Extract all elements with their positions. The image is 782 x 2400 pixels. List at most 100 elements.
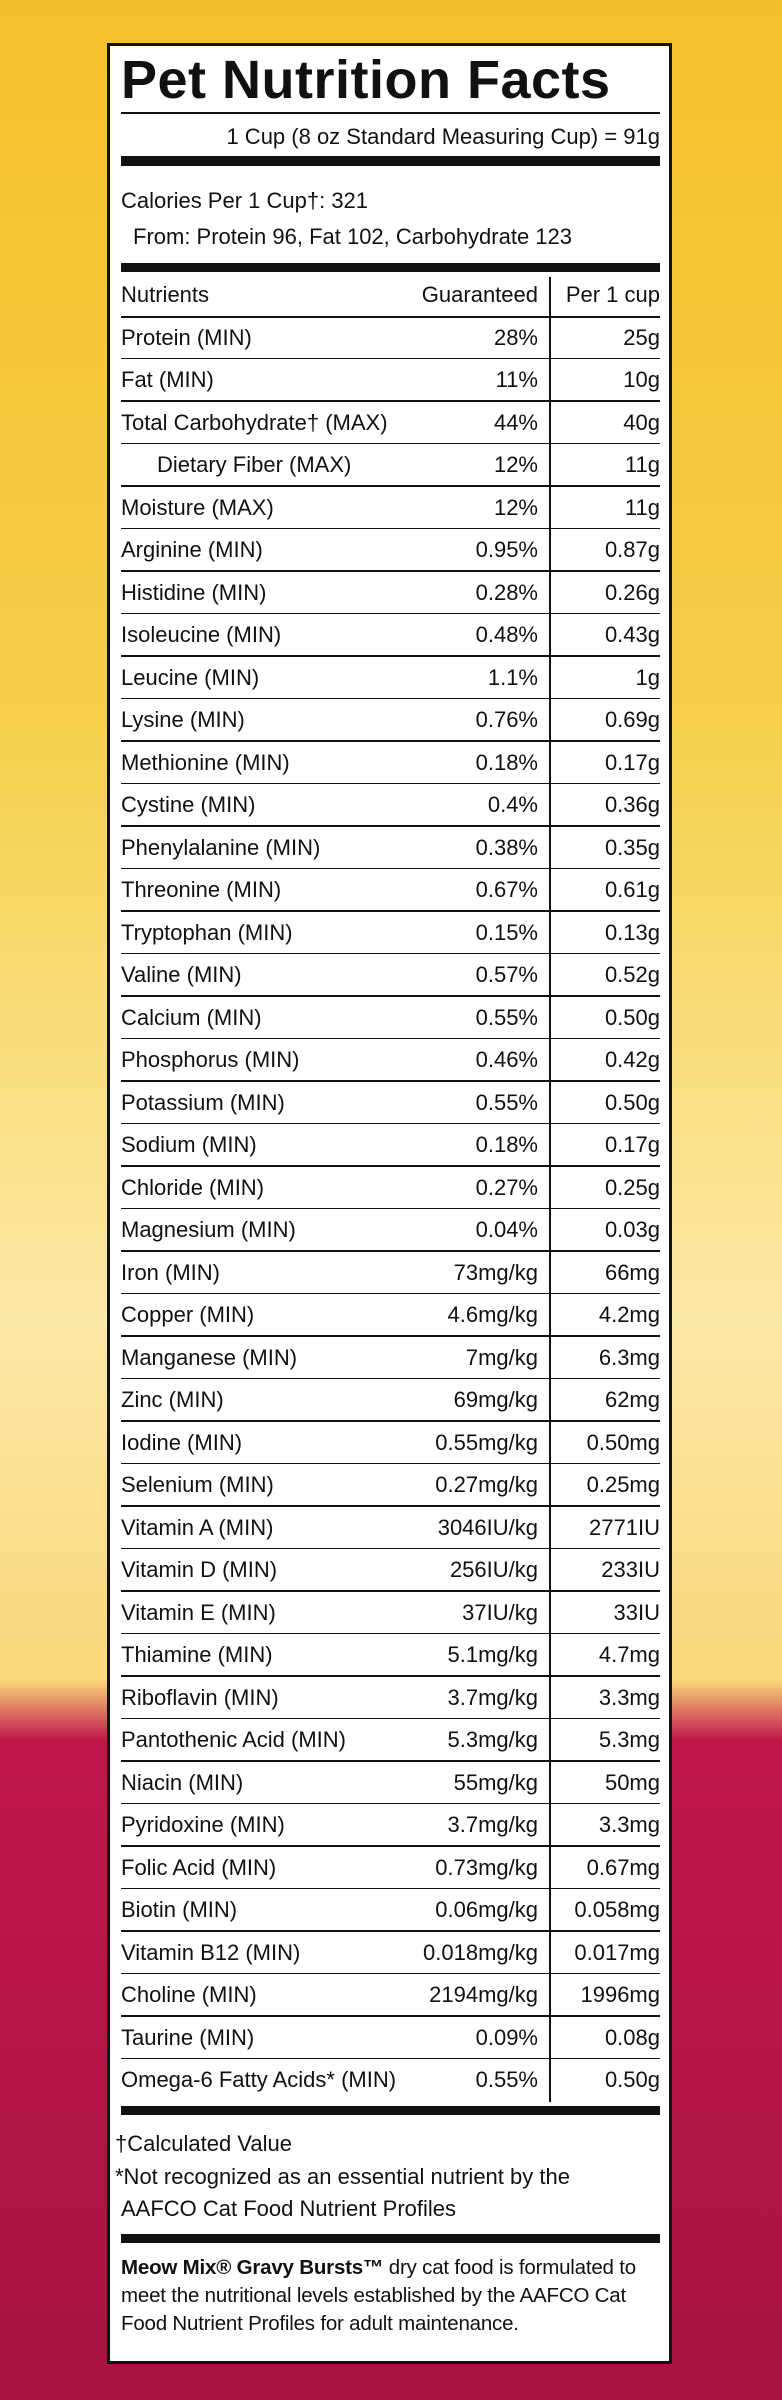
per-cup-value: 3.3mg [598, 1812, 660, 1837]
guaranteed-value: 0.27mg/kg [435, 1472, 538, 1497]
rule [121, 1717, 660, 1719]
rule [121, 156, 660, 166]
nutrient-name: Selenium (MIN) [121, 1472, 274, 1497]
guaranteed-value: 0.18% [475, 749, 538, 775]
footnote: AAFCO Cat Food Nutrient Profiles [121, 2196, 457, 2221]
rule [121, 2234, 660, 2243]
guaranteed-value: 0.27% [475, 1174, 538, 1200]
nutrient-name: Tryptophan (MIN) [121, 919, 293, 945]
rule [121, 1292, 660, 1294]
per-cup-value: 11g [624, 494, 660, 520]
guaranteed-value: 28% [493, 324, 538, 350]
guaranteed-value: 4.6mg/kg [447, 1302, 539, 1327]
nutrient-name: Copper (MIN) [121, 1302, 255, 1327]
per-cup-value: 1g [635, 664, 660, 690]
guaranteed-value: 0.04% [475, 1217, 538, 1242]
per-cup-value: 233IU [601, 1557, 660, 1582]
nutrient-name: Sodium (MIN) [121, 1132, 257, 1157]
nutrient-name: Cystine (MIN) [121, 792, 256, 817]
rule [121, 263, 660, 272]
rule [121, 825, 660, 827]
per-cup-value: 0.13g [604, 919, 660, 945]
nutrition-label [107, 43, 672, 2364]
guaranteed-value: 0.55% [475, 1089, 538, 1115]
guaranteed-value: 12% [493, 452, 538, 477]
guaranteed-value: 0.67% [475, 877, 538, 902]
rule [121, 1802, 660, 1804]
guaranteed-value: 73mg/kg [453, 1259, 538, 1285]
rule [121, 1760, 660, 1762]
guaranteed-value: 44% [493, 409, 538, 435]
guaranteed-value: 3.7mg/kg [447, 1684, 539, 1710]
rule [121, 357, 660, 359]
per-cup-value: 0.50g [604, 1089, 660, 1115]
nutrient-name: Lysine (MIN) [121, 707, 245, 732]
nutrient-name: Isoleucine (MIN) [121, 622, 282, 647]
per-cup-value: 0.61g [604, 877, 660, 902]
nutrient-name: Leucine (MIN) [121, 664, 260, 690]
per-cup-value: 0.03g [604, 1217, 660, 1242]
per-cup-value: 0.69g [604, 707, 660, 732]
per-cup-value: 25g [623, 324, 660, 350]
nutrient-name: Magnesium (MIN) [121, 1217, 296, 1242]
rule [121, 1420, 660, 1422]
rule [121, 1845, 660, 1847]
guaranteed-value: 3.7mg/kg [447, 1812, 539, 1837]
nutrient-name: Vitamin D (MIN) [121, 1557, 278, 1582]
nutrient-name: Dietary Fiber (MAX) [157, 452, 352, 477]
nutrient-name: Pantothenic Acid (MIN) [121, 1727, 346, 1752]
nutrient-name: Calcium (MIN) [121, 1004, 262, 1030]
calories-from: From: Protein 96, Fat 102, Carbohydrate … [133, 224, 573, 249]
guaranteed-value: 0.55% [475, 2067, 538, 2092]
per-cup-value: 4.7mg [598, 1642, 660, 1667]
nutrient-name: Total Carbohydrate† (MAX) [121, 409, 388, 435]
rule [121, 1505, 660, 1507]
guaranteed-value: 7mg/kg [465, 1344, 538, 1370]
guaranteed-value: 5.3mg/kg [447, 1727, 539, 1752]
per-cup-value: 1996mg [580, 1982, 660, 2007]
rule [121, 2057, 660, 2059]
guaranteed-value: 0.46% [475, 1047, 538, 1072]
rule [121, 400, 660, 402]
per-cup-value: 0.25g [604, 1174, 660, 1200]
rule [121, 655, 660, 657]
per-cup-value: 6.3mg [598, 1344, 660, 1370]
rule [121, 1037, 660, 1039]
nutrient-name: Valine (MIN) [121, 962, 242, 987]
guaranteed-value: 55mg/kg [453, 1769, 538, 1795]
rule [121, 1462, 660, 1464]
per-cup-value: 0.35g [604, 834, 660, 860]
per-cup-value: 0.17g [604, 1132, 660, 1157]
per-cup-value: 40g [623, 409, 660, 435]
guaranteed-value: 0.09% [475, 2024, 538, 2050]
rule [121, 316, 660, 318]
statement-text: dry cat food is formulated to meet the n… [121, 2256, 636, 2335]
rule [121, 1250, 660, 1252]
nutrient-name: Threonine (MIN) [121, 877, 282, 902]
per-cup-value: 0.87g [604, 537, 660, 562]
rule [121, 1632, 660, 1634]
nutrient-name: Taurine (MIN) [121, 2024, 255, 2050]
rule [121, 612, 660, 614]
title: Pet Nutrition Facts [121, 50, 611, 110]
nutrient-name: Choline (MIN) [121, 1982, 257, 2007]
rule [121, 1547, 660, 1549]
per-cup-value: 66mg [604, 1259, 660, 1285]
nutrient-name: Moisture (MAX) [121, 494, 274, 520]
per-cup-value: 3.3mg [598, 1684, 660, 1710]
rule [121, 995, 660, 997]
nutrient-name: Phenylalanine (MIN) [121, 834, 321, 860]
guaranteed-value: 0.76% [475, 707, 538, 732]
nutrient-name: Phosphorus (MIN) [121, 1047, 300, 1072]
rule [121, 782, 660, 784]
guaranteed-value: 0.4% [487, 792, 538, 817]
per-cup-value: 0.017mg [574, 1939, 660, 1965]
guaranteed-value: 11% [495, 367, 538, 392]
calories: Calories Per 1 Cup†: 321 [121, 188, 369, 213]
rule [121, 1122, 660, 1124]
footnote: †Calculated Value [115, 2131, 292, 2156]
nutrient-name: Thiamine (MIN) [121, 1642, 273, 1667]
guaranteed-value: 0.28% [475, 579, 538, 605]
rule [121, 1930, 660, 1932]
